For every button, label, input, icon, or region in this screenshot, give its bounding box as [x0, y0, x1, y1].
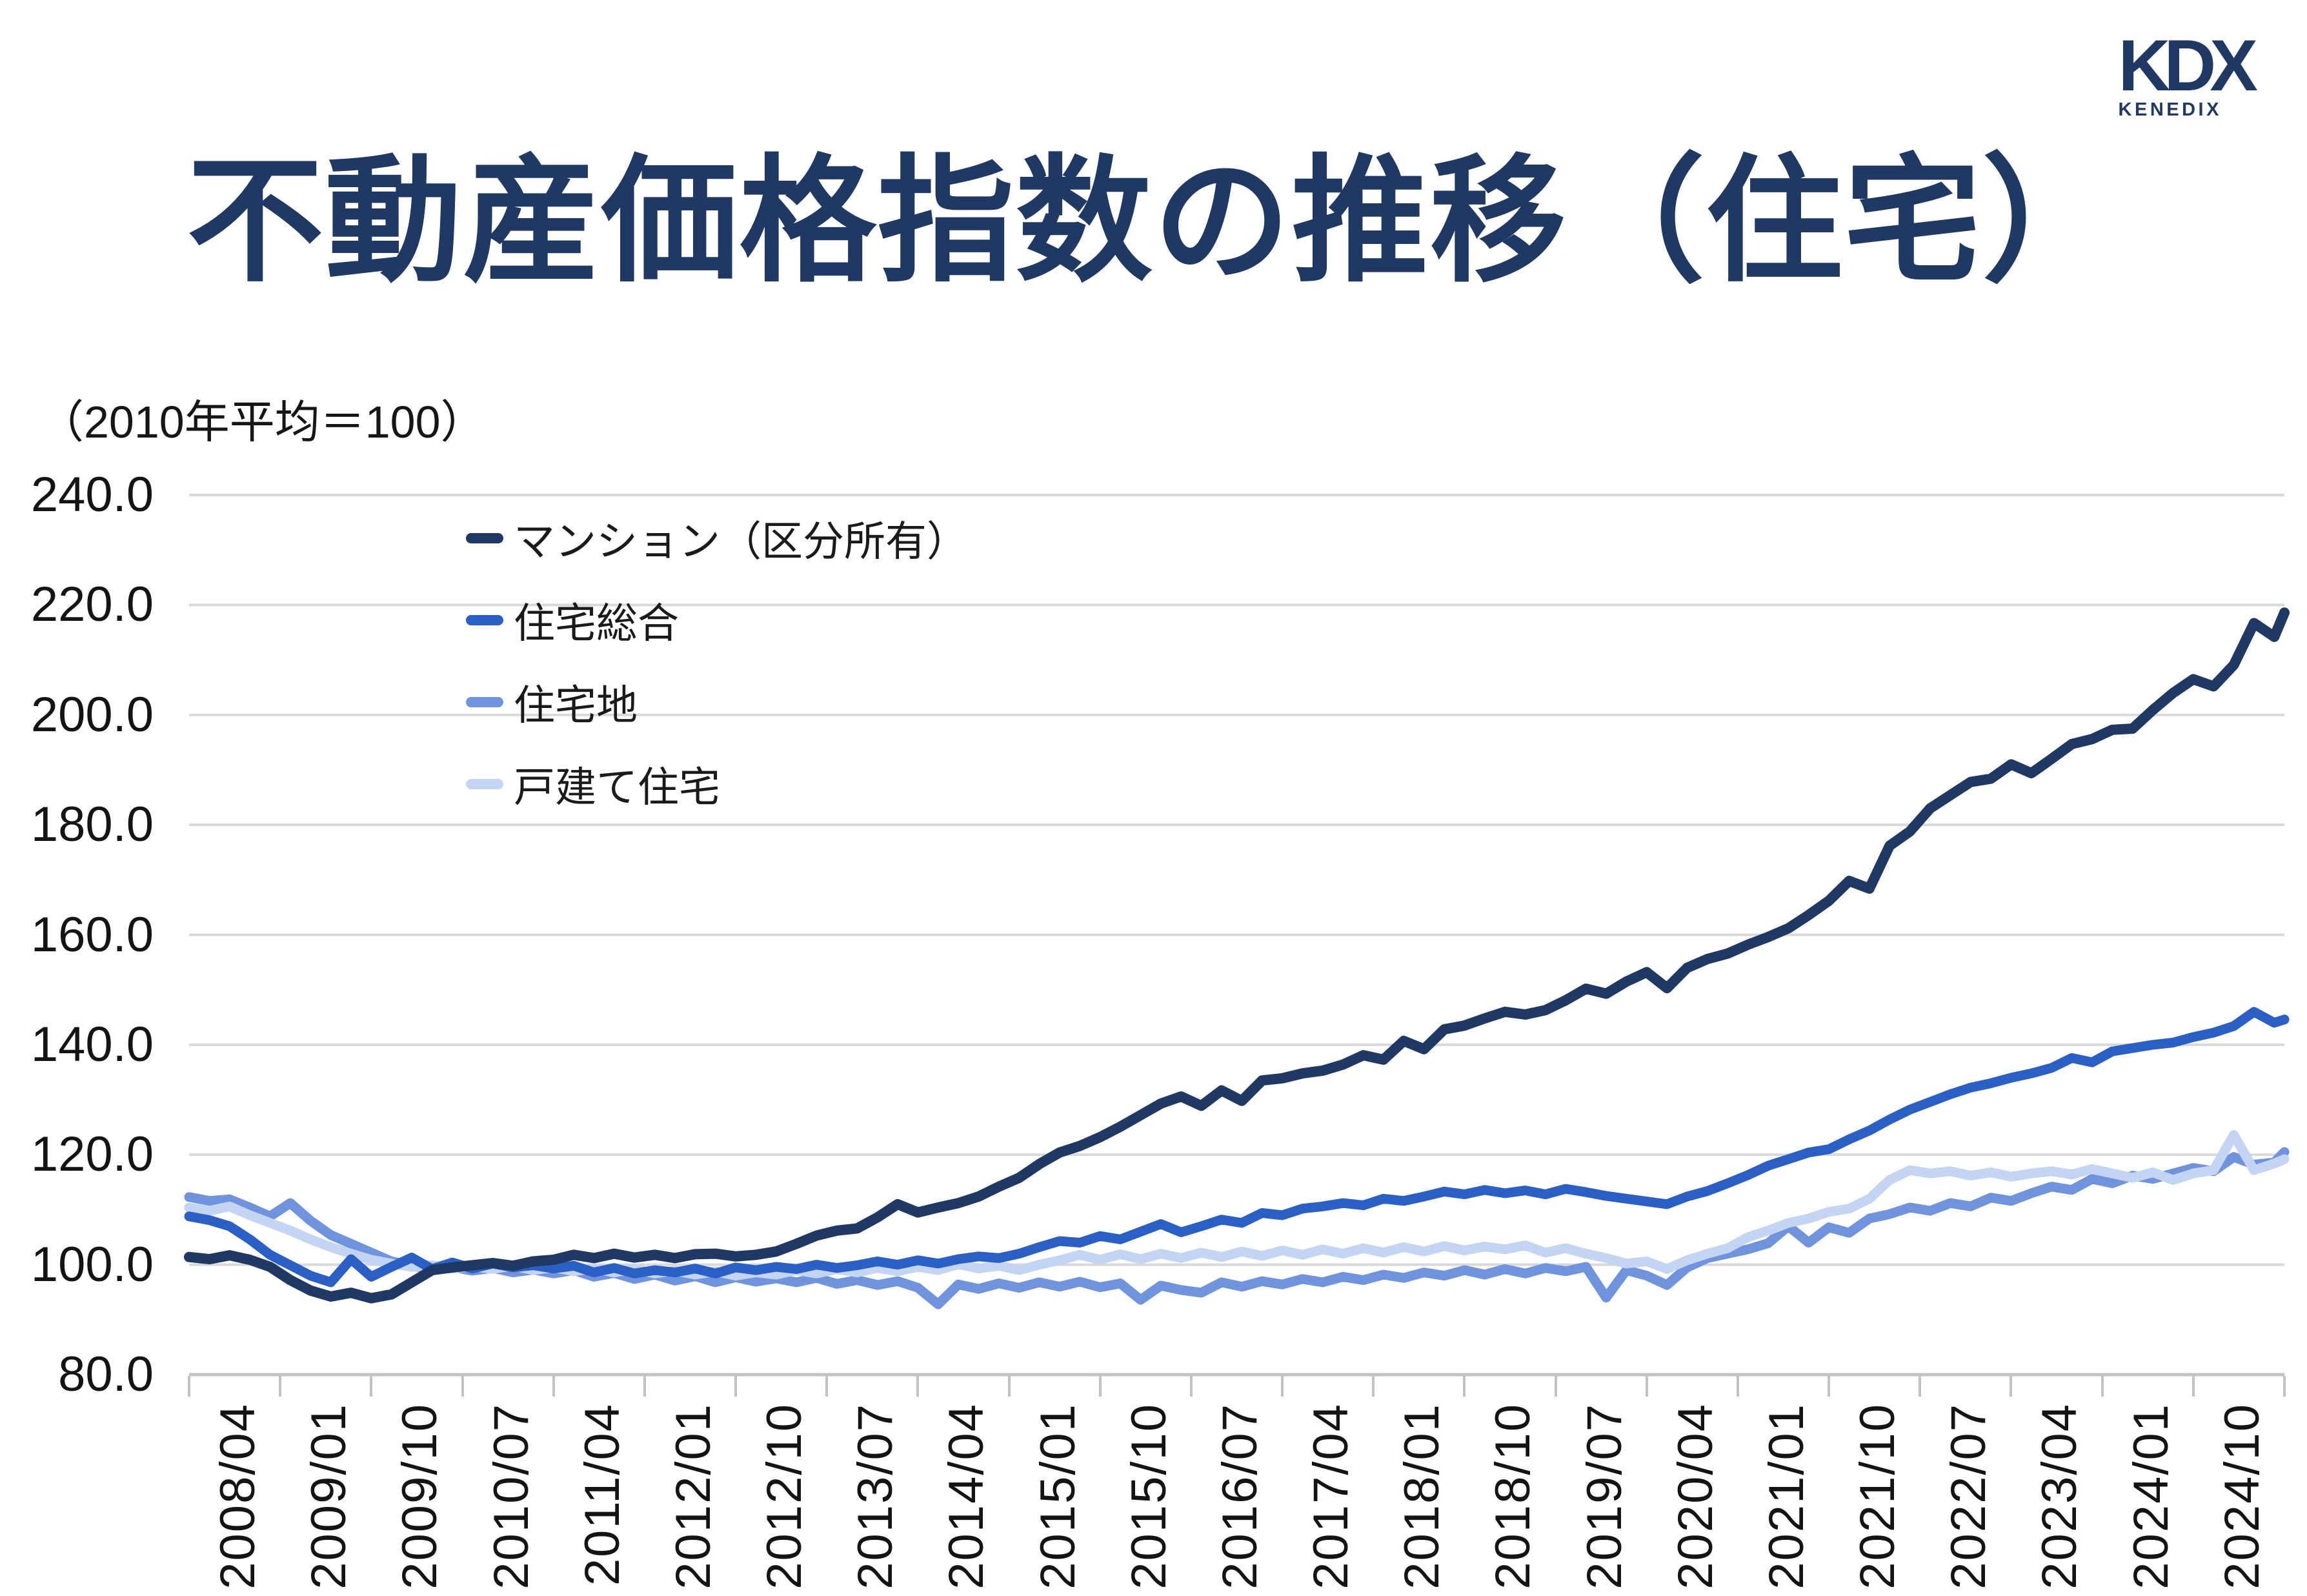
- x-tick-mark: [2283, 1376, 2286, 1397]
- series-line-1: [184, 1007, 2290, 1288]
- x-tick-mark: [2191, 1376, 2195, 1397]
- x-tick-mark: [1919, 1376, 1922, 1397]
- legend-swatch-icon: [466, 778, 503, 789]
- kdx-logo-text: KDX: [2118, 25, 2258, 106]
- legend-swatch-icon: [466, 614, 503, 625]
- legend-item-0: マンション（区分所有）: [466, 497, 968, 579]
- x-tick-mark: [643, 1376, 646, 1397]
- y-tick-label: 180.0: [30, 797, 154, 853]
- legend-label: 住宅総合: [514, 600, 679, 647]
- y-tick-label: 120.0: [30, 1127, 154, 1182]
- kenedix-logo-subtext: KENEDIX: [2118, 99, 2222, 121]
- legend-label: マンション（区分所有）: [514, 518, 968, 565]
- legend-label: 戸建て住宅: [514, 763, 720, 811]
- line-chart-plot: [184, 494, 2290, 1377]
- page-title: 不動産価格指数の推移（住宅）: [186, 145, 2121, 298]
- x-tick-mark: [2010, 1376, 2013, 1397]
- x-tick-mark: [1372, 1376, 1375, 1397]
- chart-legend: マンション（区分所有） 住宅総合住宅地戸建て住宅: [466, 497, 968, 825]
- legend-label: 住宅地: [514, 682, 638, 729]
- y-tick-label: 220.0: [30, 577, 154, 632]
- x-tick-mark: [1281, 1376, 1284, 1397]
- x-tick-mark: [1098, 1376, 1102, 1397]
- legend-swatch-icon: [466, 696, 503, 707]
- x-tick-mark: [1463, 1376, 1466, 1397]
- y-tick-label: 200.0: [30, 687, 154, 742]
- x-tick-mark: [916, 1376, 920, 1397]
- kdx-logo: KDX KENEDIX: [2118, 25, 2258, 121]
- y-tick-label: 100.0: [30, 1237, 154, 1292]
- y-tick-label: 80.0: [58, 1347, 154, 1402]
- y-tick-label: 140.0: [30, 1016, 154, 1072]
- chart-note-base-year: （2010年平均＝100）: [39, 397, 486, 447]
- legend-item-2: 住宅地: [466, 661, 968, 743]
- x-tick-mark: [825, 1376, 829, 1397]
- x-tick-mark: [279, 1376, 282, 1397]
- y-tick-label: 160.0: [30, 907, 154, 962]
- x-tick-mark: [188, 1376, 190, 1397]
- legend-swatch-icon: [466, 532, 503, 543]
- legend-item-3: 戸建て住宅: [466, 743, 968, 825]
- x-tick-mark: [1736, 1376, 1739, 1397]
- x-tick-mark: [1645, 1376, 1648, 1397]
- x-tick-mark: [2100, 1376, 2104, 1397]
- x-tick-mark: [370, 1376, 373, 1397]
- x-tick-mark: [1828, 1376, 1831, 1397]
- legend-item-1: 住宅総合: [466, 579, 968, 661]
- x-tick-mark: [1007, 1376, 1011, 1397]
- x-tick-mark: [1189, 1376, 1193, 1397]
- x-tick-mark: [552, 1376, 555, 1397]
- series-line-0: [184, 607, 2290, 1304]
- x-tick-mark: [734, 1376, 738, 1397]
- x-tick-mark: [461, 1376, 464, 1397]
- x-tick-mark: [1554, 1376, 1557, 1397]
- y-tick-label: 240.0: [30, 467, 154, 522]
